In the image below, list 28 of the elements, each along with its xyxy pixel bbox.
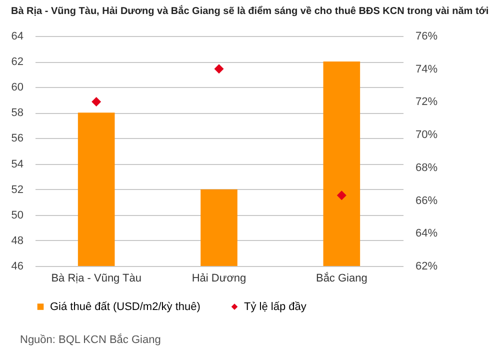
chart-title: Bà Rịa - Vũng Tàu, Hải Dương và Bắc Giang sẽ là điểm sáng về cho thuê BĐS KCN trong vài năm tới xyxy=(11,5,489,17)
point xyxy=(214,64,224,74)
x-tick-label: Bà Rịa - Vũng Tàu xyxy=(51,272,142,284)
y-tick-label: 52 xyxy=(11,184,24,196)
y2-tick-label: 70% xyxy=(416,129,438,142)
y-tick-label: 48 xyxy=(11,234,24,247)
y-tick-label: 50 xyxy=(11,209,24,222)
y2-tick-label: 74% xyxy=(416,63,438,76)
y-tick-label: 64 xyxy=(11,30,24,42)
y2-tick-label: 68% xyxy=(416,162,438,174)
y-tick-label: 56 xyxy=(11,132,24,145)
y-tick-label: 54 xyxy=(11,158,24,170)
y-tick-label: 60 xyxy=(11,82,24,94)
point xyxy=(92,96,102,106)
y-tick-label: 62 xyxy=(11,56,24,68)
y2-tick-label: 64% xyxy=(416,228,438,240)
y-tick-label: 58 xyxy=(11,107,24,120)
legend-label: Giá thuê đất (USD/m2/kỳ thuê) xyxy=(50,300,200,313)
legend-label: Tỷ lệ lấp đầy xyxy=(244,300,307,313)
y2-tick-label: 66% xyxy=(416,194,438,207)
y2-tick-label: 62% xyxy=(416,260,438,272)
point xyxy=(336,190,346,200)
y2-tick-label: 76% xyxy=(416,30,438,42)
x-tick-label: Bắc Giang xyxy=(316,272,368,284)
y2-tick-label: 72% xyxy=(416,96,438,108)
text: Nguồn: BQL KCN Bắc Giang xyxy=(20,334,162,346)
y-tick-label: 46 xyxy=(11,260,24,272)
x-tick-label: Hải Dương xyxy=(192,272,246,284)
